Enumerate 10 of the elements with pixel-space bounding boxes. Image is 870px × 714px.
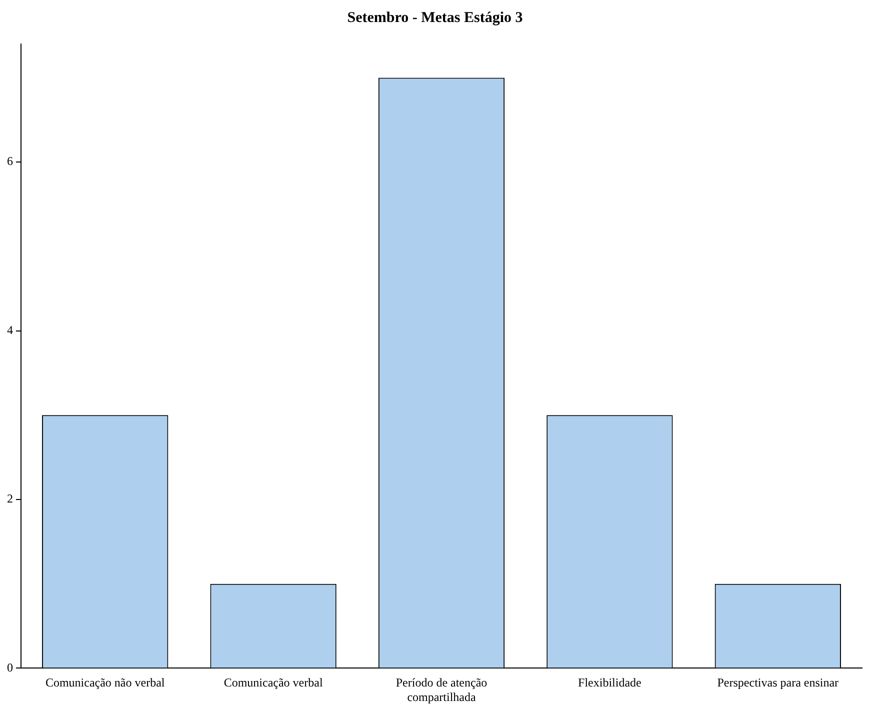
y-tick-label: 2 <box>7 492 13 506</box>
x-tick-label: Comunicação não verbal <box>45 676 166 690</box>
x-tick-label: Perspectivas para ensinar <box>717 676 839 690</box>
x-tick-label: Comunicação verbal <box>224 676 324 690</box>
x-tick-label: Flexibilidade <box>578 676 642 690</box>
y-tick-label: 0 <box>7 660 13 674</box>
x-tick-label: Período de atenção compartilhada <box>396 676 488 704</box>
y-tick-label: 4 <box>7 322 13 337</box>
y-tick-label: 6 <box>7 154 13 168</box>
chart-title: Setembro - Metas Estágio 3 <box>346 10 524 28</box>
